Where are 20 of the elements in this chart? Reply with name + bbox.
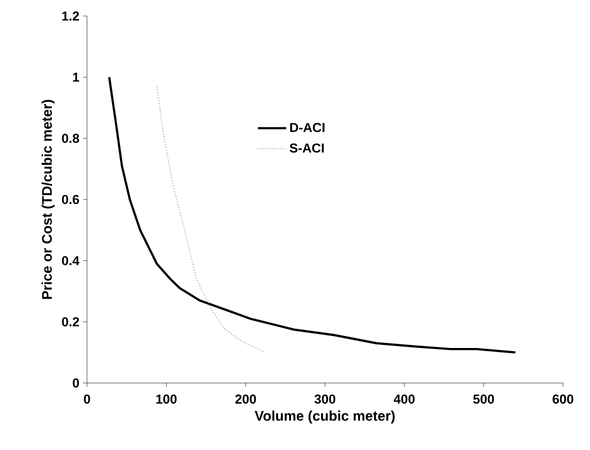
y-tick-label: 0.2 (62, 317, 79, 326)
x-tick-label: 100 (156, 394, 177, 404)
y-axis-title: Price or Cost (TD/cubic meter) (42, 100, 55, 299)
y-tick-label: 0 (72, 378, 79, 388)
line-series (108, 76, 516, 354)
x-tick-label: 500 (473, 394, 494, 404)
y-tick-label: 1 (73, 72, 80, 82)
y-tick-label: 1.2 (62, 11, 79, 21)
legend-label: D-ACI (290, 122, 324, 132)
line-series (156, 86, 266, 353)
x-tick-label: 0 (84, 394, 90, 404)
y-tick-label: 0.6 (62, 194, 80, 204)
y-tick-label: 0.8 (62, 134, 80, 143)
x-tick-label: 200 (235, 394, 256, 404)
x-tick-label: 300 (314, 394, 336, 404)
x-tick-label: 400 (394, 394, 415, 404)
legend-label: S-ACI (290, 143, 324, 153)
y-tick-label: 0.4 (62, 256, 80, 266)
x-axis-title: Volume (cubic meter) (254, 410, 395, 424)
x-tick-label: 600 (552, 394, 574, 404)
